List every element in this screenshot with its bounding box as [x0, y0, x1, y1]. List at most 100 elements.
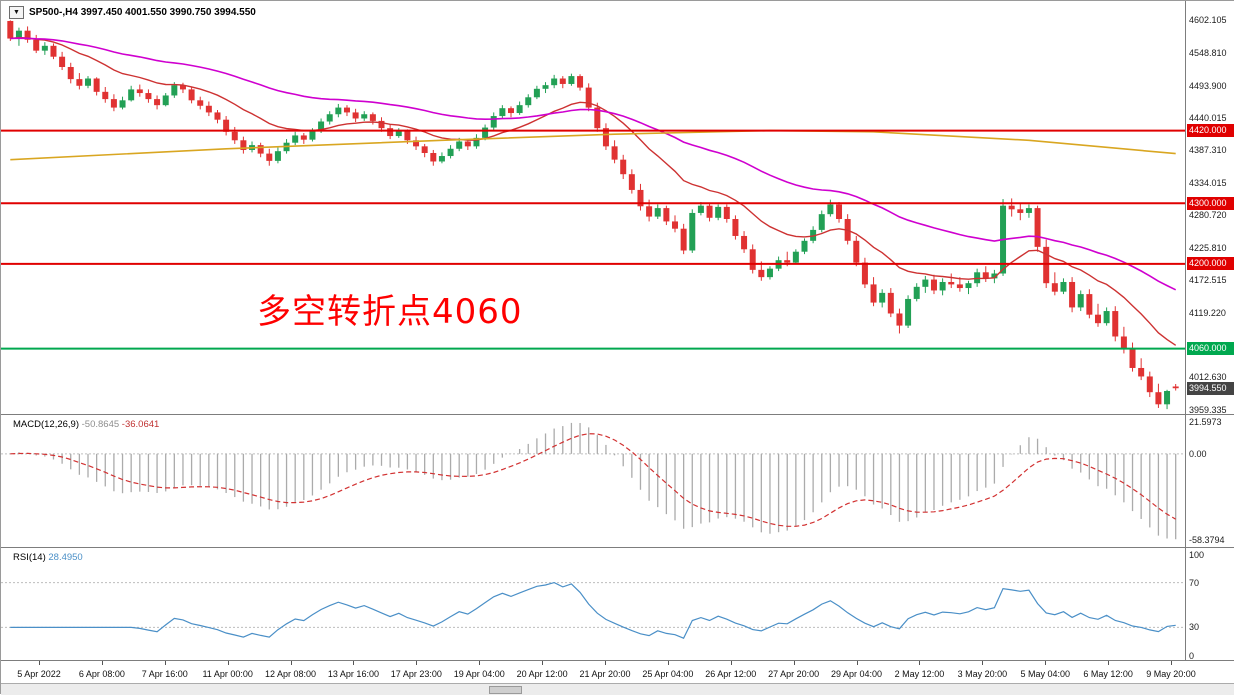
moving-averages-layer — [10, 36, 1177, 346]
rsi-value: 28.4950 — [48, 552, 83, 563]
candle-body — [930, 279, 937, 291]
candle-body — [784, 260, 791, 263]
candle-body — [119, 100, 126, 108]
candle-body — [1164, 390, 1171, 405]
candle — [689, 209, 696, 253]
macd-name: MACD(12,26,9) — [13, 419, 79, 430]
candle — [741, 231, 748, 253]
candle — [292, 131, 299, 146]
candle-body — [266, 153, 273, 161]
rsi-axis: 100 70 30 0 — [1185, 548, 1234, 660]
scrollbar-thumb[interactable] — [489, 686, 522, 694]
candle — [1069, 277, 1076, 313]
level-price-badge: 4300.000 — [1187, 196, 1234, 210]
candle-body — [913, 286, 920, 299]
time-tick — [605, 661, 606, 665]
candle-body — [896, 313, 903, 326]
candle — [1060, 278, 1067, 295]
candle-body — [499, 108, 506, 117]
candle-body — [525, 97, 532, 106]
candle-body — [361, 114, 368, 119]
time-label: 25 Apr 04:00 — [642, 669, 694, 679]
candle-body — [214, 112, 221, 120]
candle-body — [102, 91, 109, 100]
price-chart-plot[interactable] — [1, 1, 1185, 414]
candle — [870, 277, 877, 307]
candle — [1051, 272, 1058, 296]
candle — [1034, 205, 1041, 252]
candle-body — [197, 100, 204, 106]
candle — [343, 105, 350, 117]
candle — [128, 85, 135, 102]
chart-menu-button[interactable]: ▼ — [9, 6, 24, 19]
candle-body — [1120, 336, 1127, 349]
candle — [188, 86, 195, 104]
candle — [300, 133, 307, 144]
candle — [361, 111, 368, 121]
candle — [93, 77, 100, 96]
candle — [672, 215, 679, 233]
candle-body — [430, 152, 437, 162]
candle — [119, 96, 126, 110]
candle-body — [991, 273, 998, 279]
candle-body — [680, 228, 687, 251]
time-tick — [542, 661, 544, 665]
candle-body — [145, 93, 152, 100]
candle — [732, 215, 739, 240]
candle-body — [879, 292, 886, 303]
candle-body — [85, 78, 92, 86]
time-tick — [39, 661, 40, 665]
candle-body — [1138, 367, 1145, 377]
candle-body — [473, 137, 480, 147]
candle — [836, 202, 843, 223]
candle-body — [33, 39, 40, 51]
candle-body — [179, 85, 186, 90]
candle — [214, 110, 221, 124]
candle-body — [1008, 205, 1015, 210]
candle — [853, 235, 860, 267]
candle-body — [870, 284, 877, 303]
candle-body — [1051, 283, 1058, 292]
candle-body — [689, 212, 696, 251]
candle — [1138, 358, 1145, 381]
candle-body — [223, 119, 230, 132]
candle-body — [438, 156, 445, 162]
candle-body — [413, 140, 420, 147]
candle — [956, 277, 963, 292]
triangle-down-icon: ▼ — [13, 9, 20, 16]
candle-body — [335, 107, 342, 115]
candle — [706, 203, 713, 222]
time-label: 5 Apr 2022 — [17, 669, 61, 679]
candles-layer — [7, 20, 1179, 410]
candle-body — [663, 208, 670, 222]
candle-body — [758, 269, 765, 278]
candle-body — [611, 146, 618, 160]
time-tick — [227, 661, 229, 665]
level-price-badge: 4200.000 — [1187, 257, 1234, 271]
rsi-line — [10, 581, 1176, 639]
candle — [982, 266, 989, 282]
time-label: 11 Apr 00:00 — [202, 669, 253, 679]
macd-plot[interactable] — [1, 416, 1185, 547]
candle-body — [41, 45, 48, 51]
candle-body — [257, 145, 264, 154]
candle-body — [369, 114, 376, 121]
candle-body — [205, 105, 212, 113]
candle — [913, 283, 920, 302]
price-tick-label: 4280.720 — [1189, 209, 1227, 220]
current-price-badge: 3994.550 — [1187, 381, 1234, 395]
candle — [1129, 342, 1136, 372]
time-tick — [290, 661, 292, 665]
candle-body — [749, 249, 756, 270]
candle — [1155, 383, 1162, 408]
macd-signal-line — [10, 433, 1177, 527]
time-tick — [730, 661, 732, 665]
candle — [266, 148, 273, 166]
candle-body — [231, 131, 238, 141]
time-label: 21 Apr 20:00 — [579, 669, 631, 679]
candle — [1164, 389, 1171, 410]
rsi-plot[interactable] — [1, 549, 1185, 660]
candle-body — [861, 262, 868, 285]
candle — [628, 169, 635, 194]
